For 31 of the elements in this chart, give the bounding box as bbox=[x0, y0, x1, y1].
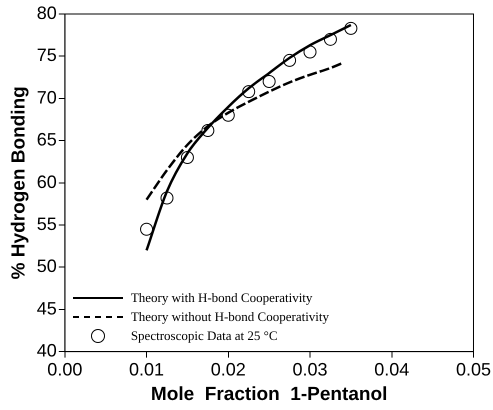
point bbox=[180, 150, 194, 164]
x-tick-label: 0.00 bbox=[47, 359, 82, 380]
point bbox=[242, 85, 256, 98]
point bbox=[304, 45, 317, 58]
x-tick-label: 0.05 bbox=[456, 359, 492, 380]
y-tick-label: 45 bbox=[36, 298, 57, 318]
point bbox=[140, 222, 154, 236]
point bbox=[344, 22, 358, 35]
x-tick-label: 0.03 bbox=[292, 359, 328, 380]
legend-label: Theory with H-bond Cooperativity bbox=[130, 290, 312, 306]
y-tick-label: 50 bbox=[36, 256, 57, 276]
x-tick-label: 0.04 bbox=[374, 359, 410, 380]
y-axis-title: % Hydrogen Bonding bbox=[8, 86, 30, 280]
x-tick-label: 0.01 bbox=[129, 359, 164, 380]
x-axis-title: Mole Fraction 1-Pentanol bbox=[150, 384, 388, 405]
point bbox=[201, 124, 214, 137]
y-tick-label: 70 bbox=[36, 87, 57, 108]
point bbox=[222, 108, 235, 122]
point bbox=[262, 75, 276, 88]
y-tick-label: 80 bbox=[36, 2, 57, 23]
point bbox=[160, 191, 174, 204]
legend-label: Theory without H-bond Cooperativity bbox=[130, 309, 330, 326]
legend-label: Spectroscopic Data at 25 °C bbox=[130, 328, 278, 344]
point bbox=[283, 54, 296, 67]
y-tick-label: 40 bbox=[36, 340, 57, 361]
point bbox=[324, 32, 337, 46]
y-tick-label: 65 bbox=[36, 130, 57, 150]
x-tick-label: 0.02 bbox=[210, 359, 246, 380]
y-tick-label: 75 bbox=[36, 45, 57, 66]
y-tick-label: 55 bbox=[36, 214, 57, 234]
y-tick-label: 60 bbox=[36, 172, 57, 192]
